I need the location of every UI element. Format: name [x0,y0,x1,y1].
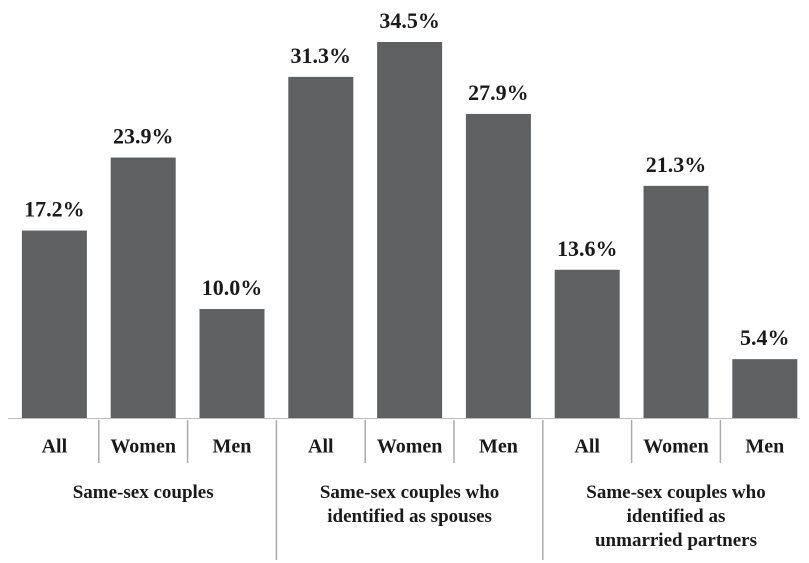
category-label: All [42,436,68,458]
category-label: Men [479,436,518,458]
bar [643,185,709,418]
group-label: Same-sex couples who identified as spous… [319,482,500,527]
group-label: Same-sex couples who identified as unmar… [586,482,766,551]
value-label: 34.5% [379,8,440,33]
category-label: Women [377,436,443,458]
category-label: Women [110,436,176,458]
value-label: 31.3% [291,43,352,68]
bar [288,76,354,418]
category-label: All [308,436,334,458]
bar [377,42,443,418]
category-label: Men [745,436,784,458]
value-label: 5.4% [740,325,790,350]
bar [21,230,87,418]
bar [732,359,798,418]
value-label: 21.3% [646,152,707,177]
bar [110,157,176,418]
group-label: Same-sex couples [72,482,214,503]
bar [554,269,620,418]
category-label: Men [213,436,252,458]
bar [199,309,265,418]
bar [465,113,531,419]
value-label: 13.6% [557,236,618,261]
value-label: 27.9% [468,80,529,105]
category-label: All [574,436,600,458]
category-label: Women [643,436,709,458]
value-label: 17.2% [24,197,85,222]
value-label: 23.9% [113,124,174,149]
value-label: 10.0% [202,275,263,300]
